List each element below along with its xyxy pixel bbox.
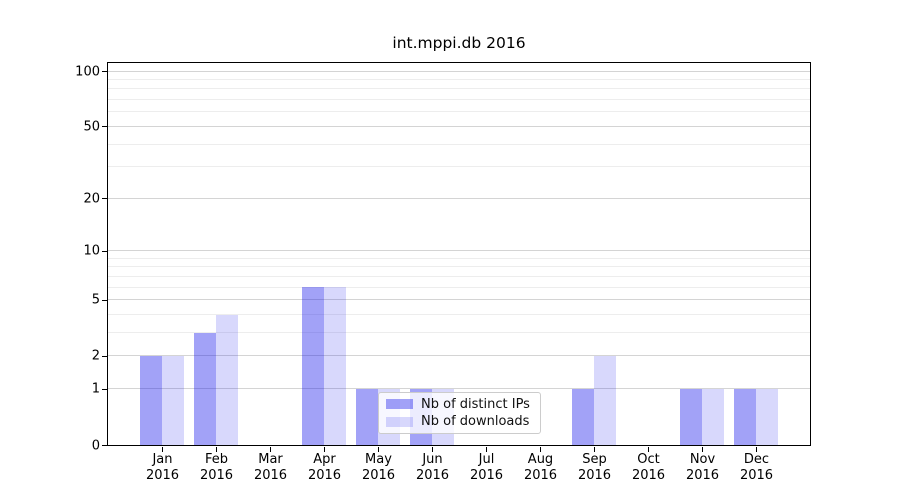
bar-downloads (594, 355, 616, 445)
y-tick-mark (102, 250, 107, 252)
x-tick-mark (647, 447, 650, 452)
x-tick-mark (215, 447, 218, 452)
y-tick-mark (102, 198, 107, 200)
gridline-minor (108, 111, 810, 113)
legend-swatch-downloads (386, 416, 413, 428)
bar-distinct-ips (734, 388, 756, 445)
x-tick-label: Feb 2016 (199, 452, 234, 483)
x-tick-mark (269, 447, 272, 452)
x-tick-label: Jan 2016 (145, 452, 180, 483)
gridline-minor (108, 78, 810, 80)
bar-distinct-ips (572, 388, 594, 445)
y-tick-mark (102, 388, 107, 390)
gridline-major (108, 299, 810, 301)
gridline-major (108, 70, 810, 72)
y-tick-label: 50 (83, 119, 100, 135)
legend-label-distinct-ips: Nb of distinct IPs (421, 396, 530, 412)
y-tick-label: 1 (91, 381, 100, 397)
gridline-minor (108, 276, 810, 277)
gridline-minor (108, 332, 810, 334)
y-tick-mark (102, 126, 107, 128)
y-tick-mark (102, 444, 107, 447)
bar-distinct-ips (356, 388, 378, 445)
x-tick-mark (539, 447, 542, 452)
x-tick-label: Mar 2016 (253, 452, 288, 483)
x-tick-mark (701, 447, 704, 452)
gridline-major (108, 197, 810, 199)
y-tick-label: 2 (91, 348, 100, 364)
gridline-major (108, 125, 810, 127)
bar-downloads (756, 388, 778, 445)
x-tick-label: Nov 2016 (685, 452, 720, 483)
gridline-minor (108, 314, 810, 316)
bar-distinct-ips (302, 287, 324, 445)
gridline-major (108, 388, 810, 390)
legend: Nb of distinct IPs Nb of downloads (378, 392, 541, 434)
gridline-major (108, 355, 810, 357)
bar-downloads (324, 287, 346, 445)
x-tick-label: Dec 2016 (739, 452, 774, 483)
bar-distinct-ips (140, 355, 162, 445)
plot-area: Nb of distinct IPs Nb of downloads (107, 62, 811, 446)
x-tick-label: Oct 2016 (631, 452, 666, 483)
x-tick-mark (377, 447, 380, 452)
gridline-minor (108, 266, 810, 268)
gridline-minor (108, 143, 810, 145)
y-tick-label: 0 (91, 438, 100, 453)
x-tick-mark (161, 447, 164, 452)
x-tick-mark (485, 447, 488, 452)
x-tick-label: Apr 2016 (307, 452, 342, 483)
y-tick-label: 20 (83, 191, 100, 207)
legend-entry-distinct-ips: Nb of distinct IPs (386, 396, 533, 413)
legend-label-downloads: Nb of downloads (421, 414, 530, 430)
gridline-minor (108, 257, 810, 259)
y-tick-label: 10 (83, 243, 100, 259)
x-tick-label: Jul 2016 (469, 452, 504, 483)
bar-distinct-ips (194, 332, 216, 445)
y-tick-label: 5 (91, 292, 100, 308)
bar-distinct-ips (680, 388, 702, 445)
x-tick-mark (755, 447, 758, 452)
y-tick-label: 100 (75, 64, 100, 79)
gridline-major (108, 250, 810, 252)
chart-title: int.mppi.db 2016 (392, 34, 526, 52)
x-tick-label: Sep 2016 (577, 452, 612, 483)
bar-downloads (162, 355, 184, 445)
x-tick-mark (593, 447, 596, 452)
x-tick-label: Jun 2016 (415, 452, 450, 483)
gridline-minor (108, 99, 810, 101)
y-tick-mark (102, 70, 107, 73)
x-tick-mark (323, 447, 326, 452)
x-tick-label: May 2016 (361, 452, 396, 483)
gridline-minor (108, 166, 810, 168)
gridline-minor (108, 286, 810, 288)
legend-entry-downloads: Nb of downloads (386, 413, 533, 430)
x-tick-mark (431, 447, 434, 452)
y-tick-mark (102, 299, 107, 301)
bar-downloads (702, 388, 724, 445)
bar-downloads (216, 314, 238, 445)
y-tick-mark (102, 355, 107, 358)
x-tick-label: Aug 2016 (523, 452, 558, 483)
gridline-minor (108, 88, 810, 90)
legend-swatch-distinct-ips (386, 398, 413, 410)
